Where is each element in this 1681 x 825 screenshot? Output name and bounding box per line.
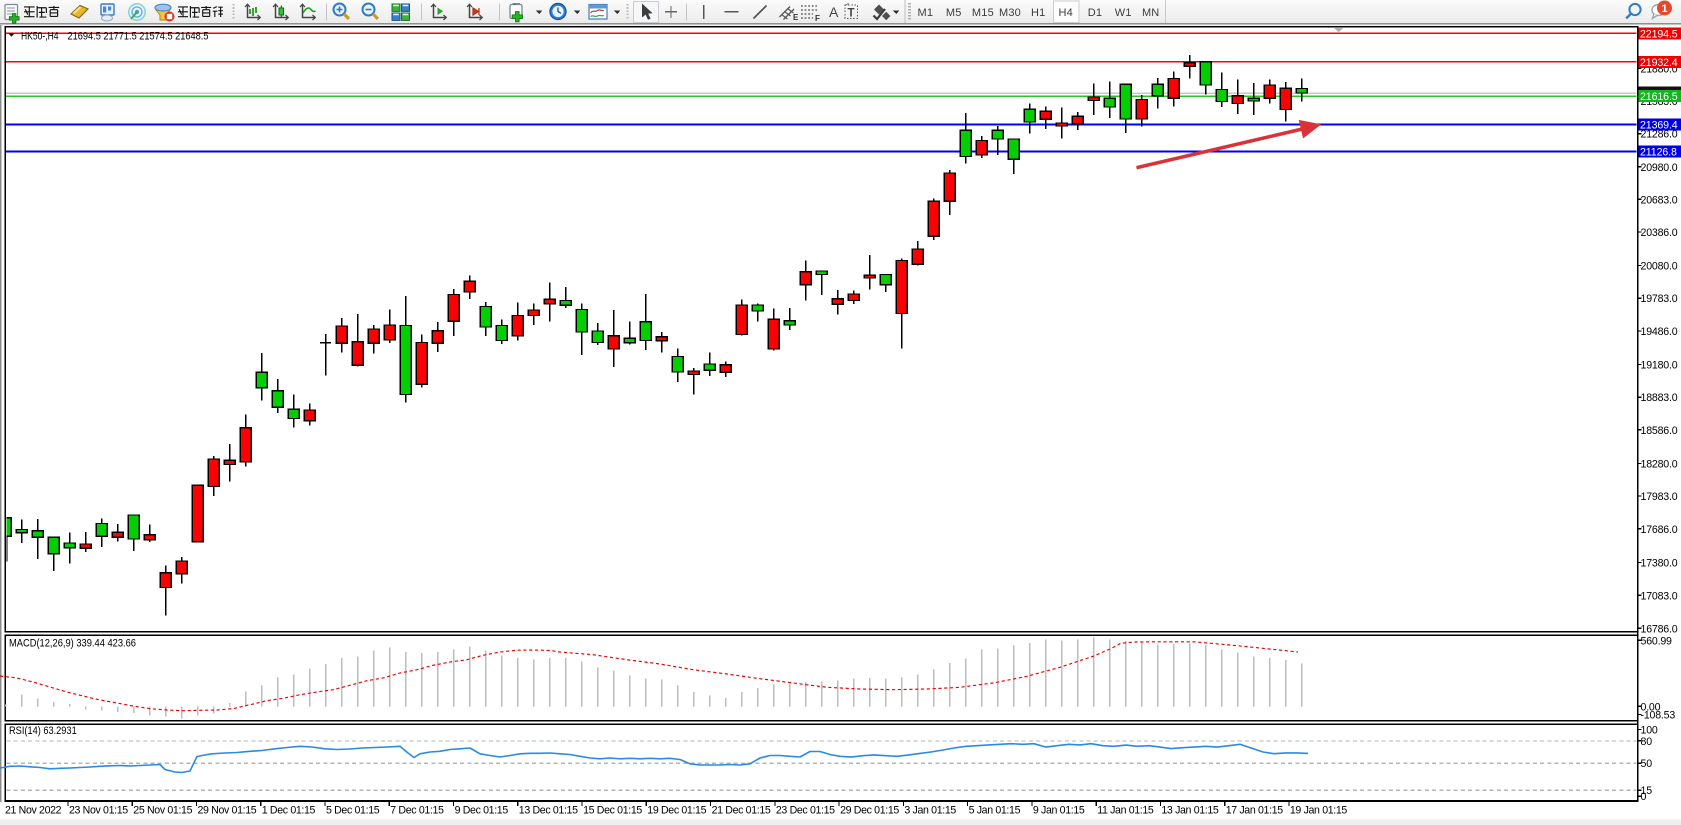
svg-text:0.00: 0.00	[1641, 701, 1661, 713]
svg-text:18883.0: 18883.0	[1641, 392, 1678, 404]
svg-text:1: 1	[1661, 3, 1667, 15]
svg-text:50: 50	[1641, 758, 1653, 770]
svg-text:0: 0	[1641, 791, 1647, 803]
svg-text:23 Dec 01:15: 23 Dec 01:15	[776, 805, 835, 817]
svg-text:20980.0: 20980.0	[1641, 162, 1678, 174]
svg-text:17686.0: 17686.0	[1641, 524, 1678, 536]
svg-text:H1: H1	[1031, 7, 1045, 19]
svg-text:21616.5: 21616.5	[1640, 91, 1678, 103]
svg-text:17083.0: 17083.0	[1641, 590, 1678, 602]
svg-text:15: 15	[1641, 785, 1653, 797]
svg-text:9 Jan 01:15: 9 Jan 01:15	[1033, 805, 1085, 817]
svg-text:100: 100	[1641, 725, 1658, 737]
svg-text:1 Dec 01:15: 1 Dec 01:15	[262, 805, 316, 817]
svg-text:3 Jan 01:15: 3 Jan 01:15	[904, 805, 956, 817]
svg-text:21 Nov 2022: 21 Nov 2022	[5, 805, 62, 817]
svg-text:13 Jan 01:15: 13 Jan 01:15	[1161, 805, 1219, 817]
svg-text:29 Nov 01:15: 29 Nov 01:15	[198, 805, 257, 817]
svg-text:17983.0: 17983.0	[1641, 491, 1678, 503]
svg-text:560.99: 560.99	[1641, 635, 1673, 647]
svg-text:A: A	[829, 4, 839, 20]
svg-text:5 Jan 01:15: 5 Jan 01:15	[969, 805, 1021, 817]
svg-text:M30: M30	[999, 7, 1021, 19]
svg-text:D1: D1	[1088, 7, 1102, 19]
svg-text:21932.4: 21932.4	[1640, 57, 1678, 69]
svg-text:20683.0: 20683.0	[1641, 194, 1678, 206]
svg-text:19783.0: 19783.0	[1641, 293, 1678, 305]
svg-text:11 Jan 01:15: 11 Jan 01:15	[1097, 805, 1154, 817]
svg-text:23 Nov 01:15: 23 Nov 01:15	[69, 805, 128, 817]
svg-text:7 Dec 01:15: 7 Dec 01:15	[390, 805, 444, 817]
svg-text:F: F	[815, 14, 820, 23]
svg-text:18586.0: 18586.0	[1641, 425, 1678, 437]
svg-text:17 Jan 01:15: 17 Jan 01:15	[1226, 805, 1284, 817]
svg-text:19 Jan 01:15: 19 Jan 01:15	[1290, 805, 1348, 817]
svg-text:13 Dec 01:15: 13 Dec 01:15	[519, 805, 578, 817]
svg-text:MN: MN	[1142, 7, 1160, 19]
svg-text:15 Dec 01:15: 15 Dec 01:15	[583, 805, 642, 817]
svg-text:W1: W1	[1115, 7, 1132, 19]
svg-text:MACD(12,26,9) 339.44 423.66: MACD(12,26,9) 339.44 423.66	[9, 638, 136, 650]
svg-text:HK50-,H4: HK50-,H4	[21, 30, 59, 42]
svg-text:19486.0: 19486.0	[1641, 326, 1678, 338]
svg-text:18280.0: 18280.0	[1641, 459, 1678, 471]
svg-text:16786.0: 16786.0	[1641, 623, 1678, 635]
svg-text:21286.0: 21286.0	[1641, 129, 1678, 141]
svg-text:9 Dec 01:15: 9 Dec 01:15	[455, 805, 509, 817]
svg-text:-108.53: -108.53	[1641, 710, 1676, 722]
svg-text:22194.5: 22194.5	[1640, 28, 1678, 40]
svg-text:M15: M15	[972, 7, 994, 19]
svg-text:20080.0: 20080.0	[1641, 261, 1678, 273]
svg-text:RSI(14) 63.2931: RSI(14) 63.2931	[9, 725, 77, 737]
svg-text:20386.0: 20386.0	[1641, 227, 1678, 239]
svg-text:80: 80	[1641, 736, 1653, 748]
svg-text:21126.8: 21126.8	[1640, 146, 1677, 158]
svg-text:21 Dec 01:15: 21 Dec 01:15	[712, 805, 771, 817]
svg-text:21369.4: 21369.4	[1640, 119, 1678, 131]
svg-text:29 Dec 01:15: 29 Dec 01:15	[840, 805, 899, 817]
svg-text:H4: H4	[1058, 7, 1072, 19]
svg-text:19180.0: 19180.0	[1641, 360, 1678, 372]
svg-text:19 Dec 01:15: 19 Dec 01:15	[647, 805, 706, 817]
svg-text:E: E	[793, 13, 799, 22]
svg-text:T: T	[848, 8, 855, 20]
svg-text:M1: M1	[918, 7, 934, 19]
svg-text:5 Dec 01:15: 5 Dec 01:15	[326, 805, 380, 817]
svg-text:25 Nov 01:15: 25 Nov 01:15	[133, 805, 192, 817]
svg-text:M5: M5	[946, 7, 962, 19]
svg-text:21694.5 21771.5 21574.5 21648.: 21694.5 21771.5 21574.5 21648.5	[68, 30, 209, 42]
svg-text:17380.0: 17380.0	[1641, 557, 1678, 569]
